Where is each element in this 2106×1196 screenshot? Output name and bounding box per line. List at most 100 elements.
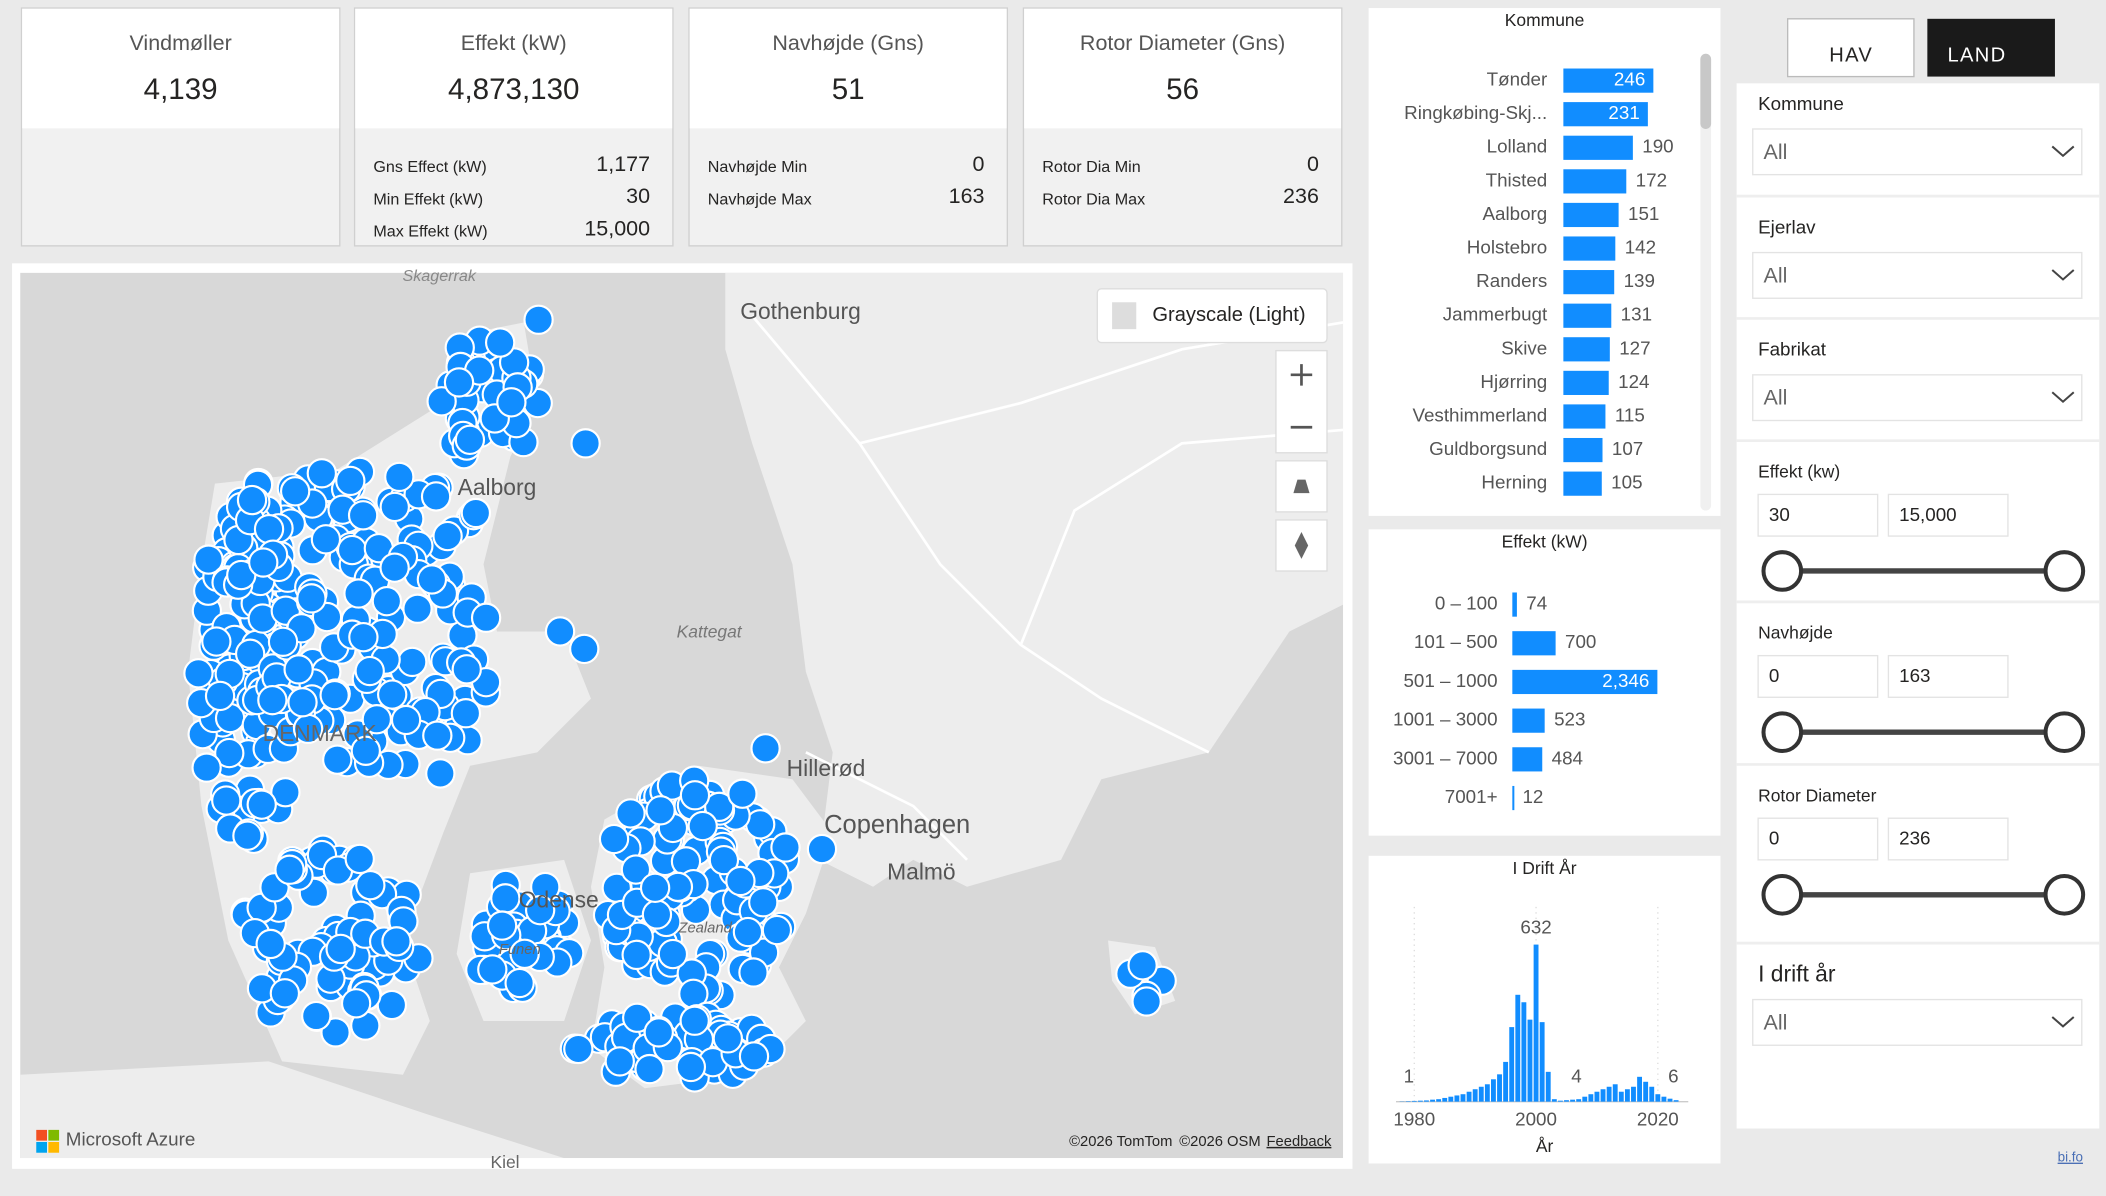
turbine-point: [398, 648, 426, 676]
dropdown[interactable]: [1753, 253, 2082, 299]
bar: [1563, 270, 1614, 294]
bar: [1668, 1099, 1673, 1102]
turbine-point: [647, 796, 675, 824]
turbine-point: [808, 835, 836, 863]
turbine-point: [257, 930, 285, 958]
turbine-point: [302, 1002, 330, 1030]
dropdown-value: All: [1763, 140, 1787, 164]
map[interactable]: [20, 273, 1343, 1158]
dropdown-value: All: [1763, 263, 1787, 287]
bar: [1436, 1099, 1441, 1101]
style-icon: [1112, 302, 1136, 329]
turbine-point: [486, 328, 514, 356]
x-tick-label: 2020: [1637, 1108, 1679, 1129]
turbine-point: [212, 786, 240, 814]
category-label: Hjørring: [1480, 371, 1547, 392]
bar: [1512, 631, 1555, 655]
category-label: 501 – 1000: [1403, 670, 1497, 691]
turbine-point: [349, 623, 377, 651]
turbine-point: [378, 991, 406, 1019]
data-label: 115: [1615, 404, 1645, 425]
bar: [1563, 236, 1615, 260]
turbine-point: [524, 306, 552, 334]
turbine-point: [771, 833, 799, 861]
data-label: 700: [1565, 631, 1596, 652]
turbine-point: [1133, 987, 1161, 1015]
data-label: 2,346: [1602, 670, 1649, 691]
turbine-point: [373, 587, 401, 615]
attribution: ©2026 OSM: [1179, 1134, 1260, 1150]
range-min: 30: [1769, 504, 1790, 525]
chart-title: Effekt (kW): [1502, 531, 1588, 551]
slider-handle[interactable]: [2046, 713, 2084, 751]
dropdown[interactable]: [1753, 1000, 2082, 1046]
feedback-link[interactable]: Feedback: [1267, 1134, 1332, 1150]
turbine-point: [356, 657, 384, 685]
category-label: Guldborgsund: [1429, 438, 1547, 459]
slider-handle[interactable]: [1763, 713, 1801, 751]
dropdown[interactable]: [1753, 129, 2082, 175]
data-label: 172: [1636, 169, 1667, 190]
bar: [1424, 1100, 1429, 1101]
slider-handle[interactable]: [2046, 876, 2084, 914]
scrollbar-thumb[interactable]: [1700, 54, 1711, 129]
turbine-point: [546, 617, 574, 645]
bar: [1563, 203, 1618, 227]
data-label: 12: [1522, 786, 1543, 807]
turbine-point: [233, 822, 261, 850]
turbine-point: [288, 688, 316, 716]
dropdown[interactable]: [1753, 375, 2082, 421]
map-label: Kiel: [490, 1152, 519, 1172]
range-max: 163: [1899, 665, 1930, 686]
turbine-point: [1128, 951, 1156, 979]
kpi-value: 56: [1166, 73, 1199, 106]
kpi-value: 51: [832, 73, 865, 106]
kpi-detail-value: 0: [973, 152, 985, 176]
data-label: 190: [1642, 136, 1673, 157]
turbine-point: [344, 579, 372, 607]
turbine-point: [728, 780, 756, 808]
category-label: 7001+: [1445, 786, 1498, 807]
kpi-card-top: [1024, 9, 1341, 129]
turbine-point: [312, 525, 340, 553]
turbine-point: [681, 1007, 709, 1035]
turbine-point: [275, 856, 303, 884]
slider-handle[interactable]: [2046, 552, 2084, 590]
turbine-point: [297, 584, 325, 612]
slider-handle[interactable]: [1763, 552, 1801, 590]
bar: [1515, 995, 1520, 1102]
category-label: Vesthimmerland: [1412, 404, 1547, 425]
turbine-point: [635, 1055, 663, 1083]
map-label: Hillerød: [787, 755, 866, 781]
slicer-title: Ejerlav: [1758, 216, 1816, 237]
bar: [1521, 1002, 1526, 1101]
map-label: Aalborg: [458, 474, 537, 500]
kpi-card-top: [690, 9, 1007, 129]
category-label: 3001 – 7000: [1393, 747, 1498, 768]
turbine-point: [478, 955, 506, 983]
kpi-detail-value: 30: [626, 184, 650, 208]
bar: [1563, 136, 1633, 160]
slider-handle[interactable]: [1763, 876, 1801, 914]
data-label: 127: [1619, 337, 1650, 358]
map-label: Copenhagen: [824, 811, 970, 839]
range-min: 0: [1769, 828, 1779, 849]
bar: [1563, 472, 1601, 496]
kpi-detail-label: Rotor Dia Max: [1042, 190, 1145, 208]
bar: [1509, 1027, 1514, 1102]
turbine-point: [271, 979, 299, 1007]
map-label: Kattegat: [677, 621, 743, 641]
kpi-title: Navhøjde (Gns): [772, 31, 924, 55]
map-brand: Microsoft Azure: [66, 1129, 196, 1150]
slicer-title: Effekt (kw): [1758, 462, 1840, 482]
bar: [1563, 304, 1611, 328]
bar: [1479, 1087, 1484, 1102]
turbine-point: [739, 958, 767, 986]
category-label: Randers: [1476, 270, 1547, 291]
footer-link[interactable]: bi.fo: [2058, 1150, 2083, 1165]
kpi-value: 4,873,130: [448, 73, 579, 106]
category-label: Jammerbugt: [1443, 304, 1548, 325]
turbine-point: [308, 459, 336, 487]
slicer-title: Rotor Diameter: [1758, 785, 1876, 805]
